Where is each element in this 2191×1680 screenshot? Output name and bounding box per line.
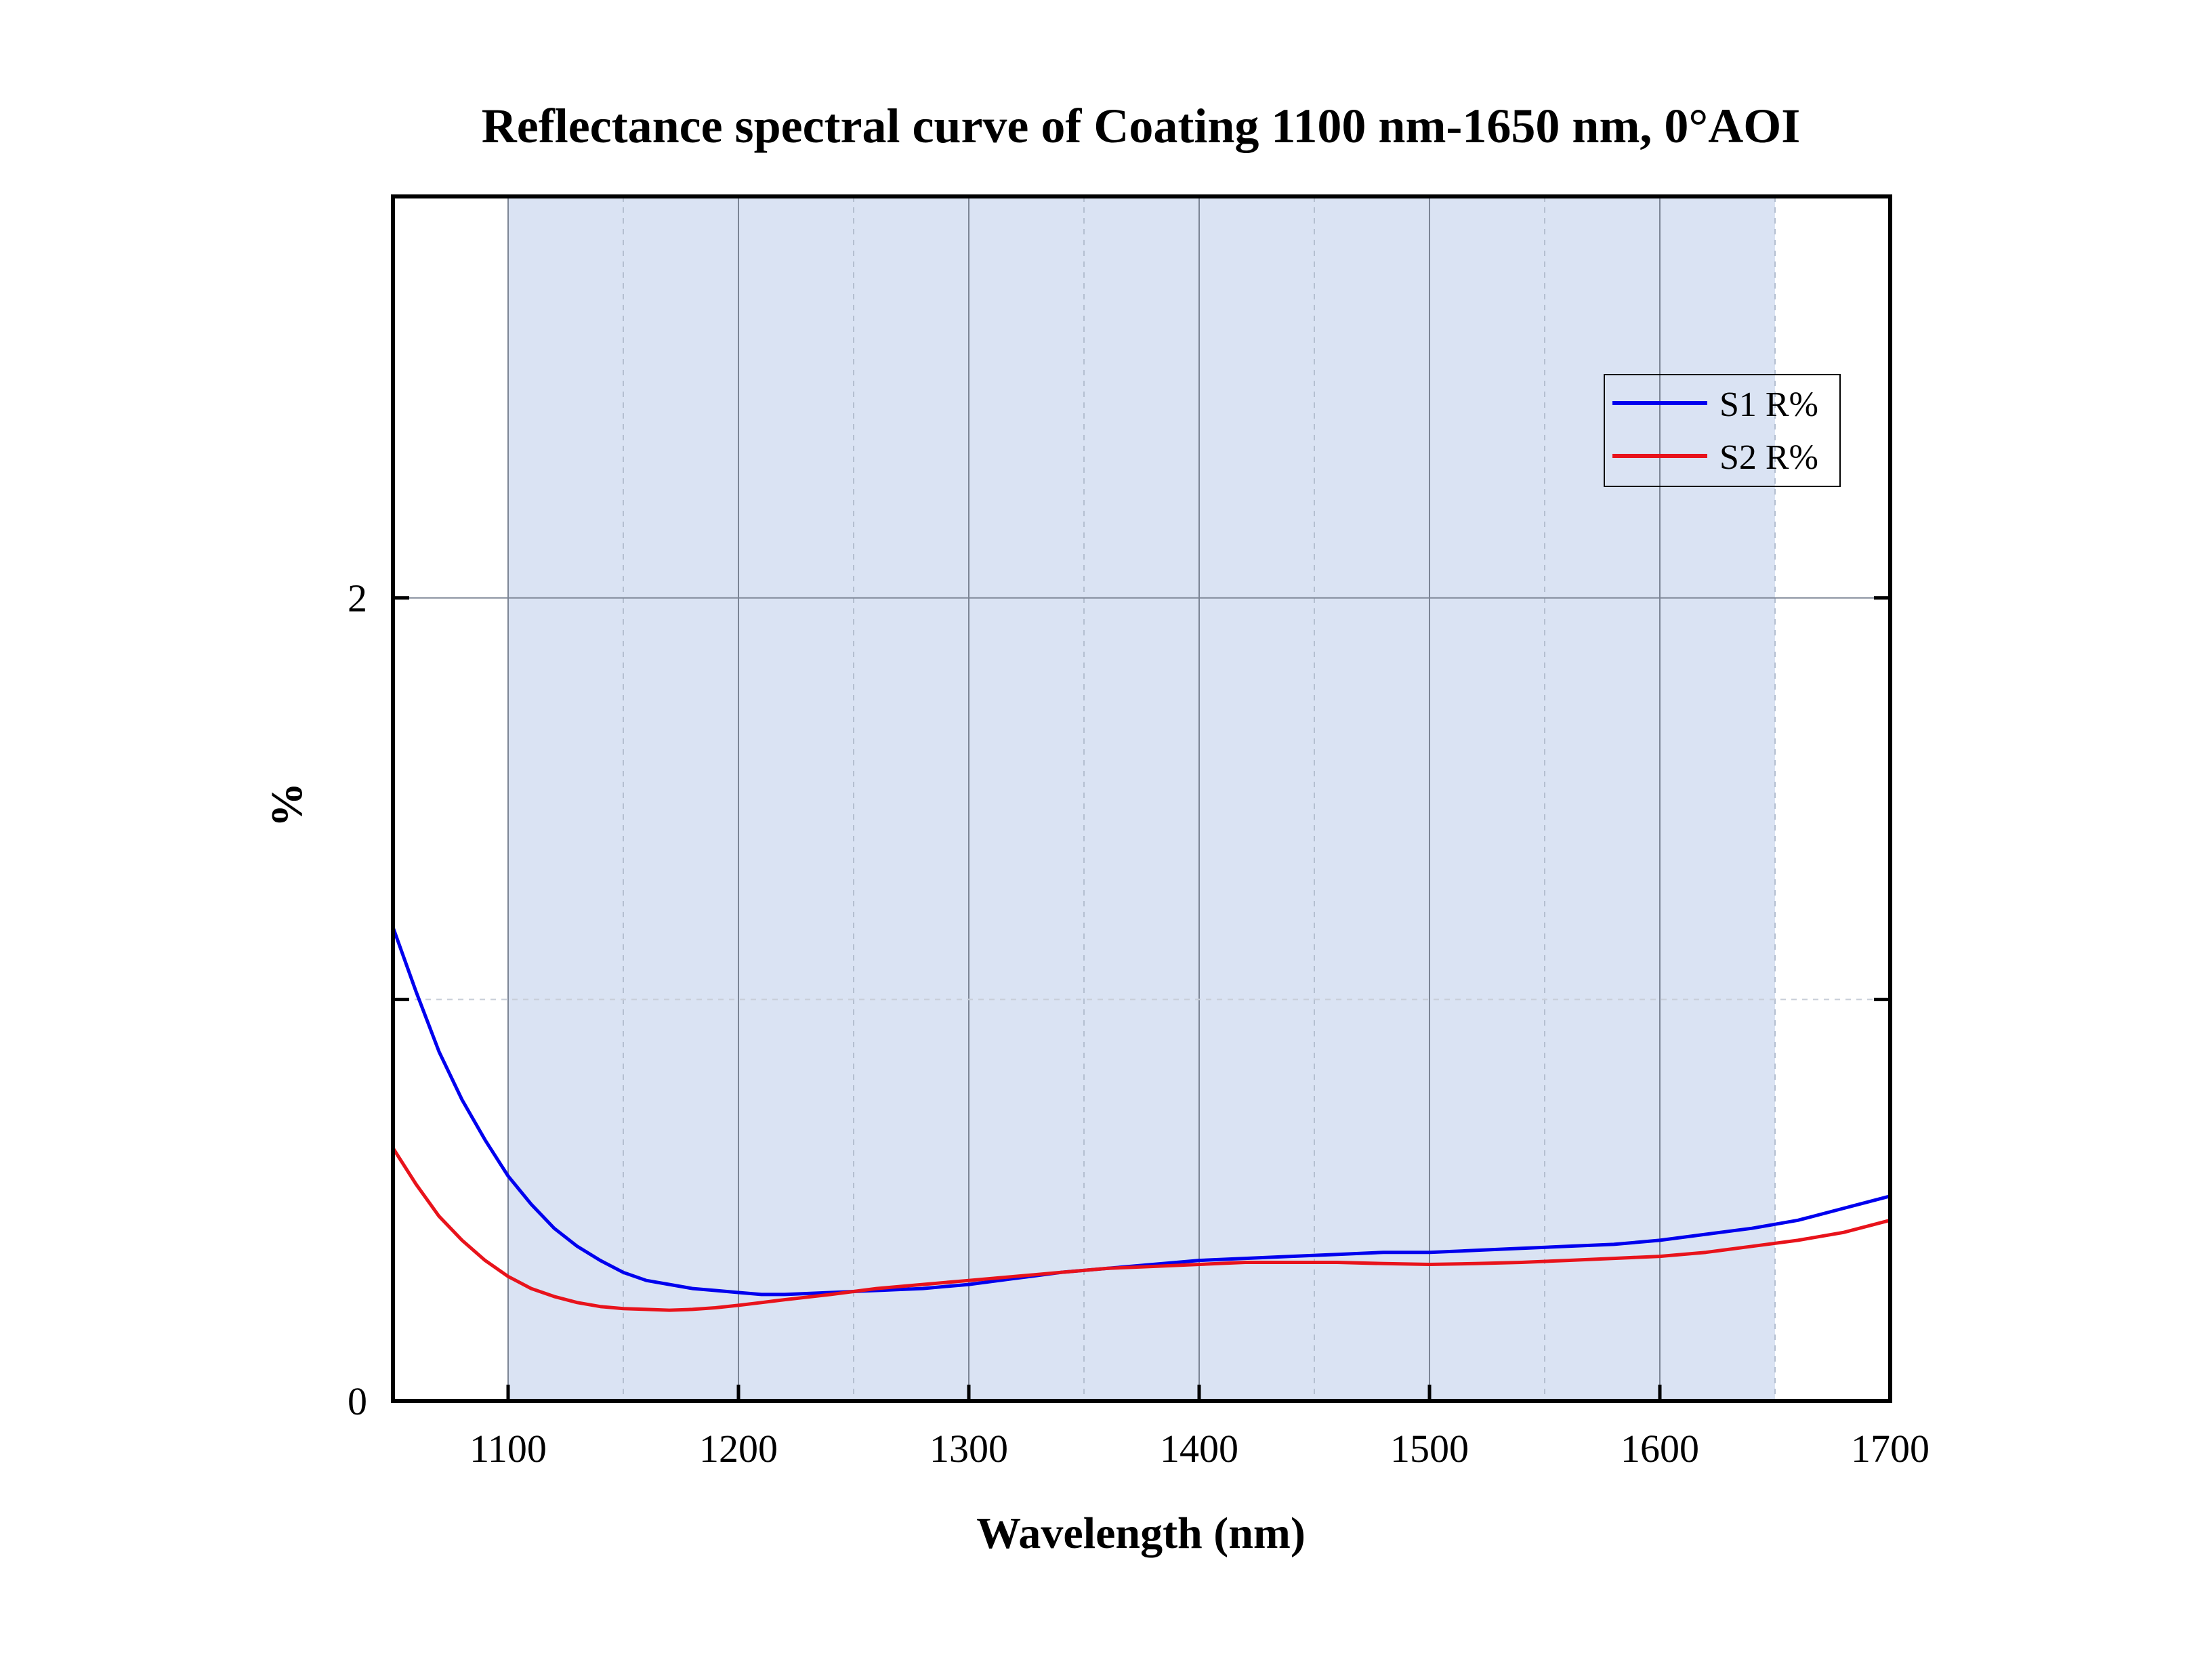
legend: S1 R% S2 R% [1604,374,1841,487]
x-tick-label: 1600 [1621,1427,1699,1471]
x-tick-label: 1200 [699,1427,778,1471]
x-axis-label: Wavelength (nm) [976,1509,1306,1558]
chart-title: Reflectance spectral curve of Coating 11… [482,99,1800,153]
x-tick-label: 1300 [930,1427,1008,1471]
highlight-band [508,196,1775,1401]
series-line-s1 [391,925,1892,1297]
series-line-s2 [391,1146,1892,1312]
highlight-band-layer [508,196,1775,1401]
gridlines [393,196,1890,1401]
plot-border [391,194,1892,1403]
x-tick-label: 1100 [470,1427,547,1471]
y-tick-label: 0 [348,1379,367,1423]
tick-labels: 1100 1200 1300 1400 1500 1600 1700 0 2 [348,576,1929,1471]
x-tick-label: 1700 [1851,1427,1929,1471]
y-axis-label: % [262,782,312,827]
series-lines [391,925,1892,1312]
x-tick-label: 1500 [1390,1427,1469,1471]
x-tick-label: 1400 [1160,1427,1238,1471]
y-tick-label: 2 [348,576,367,621]
legend-label-s2: S2 R% [1719,438,1818,477]
legend-label-s1: S1 R% [1719,385,1818,424]
plot-frame [391,194,1892,1403]
legend-box [1604,374,1841,487]
